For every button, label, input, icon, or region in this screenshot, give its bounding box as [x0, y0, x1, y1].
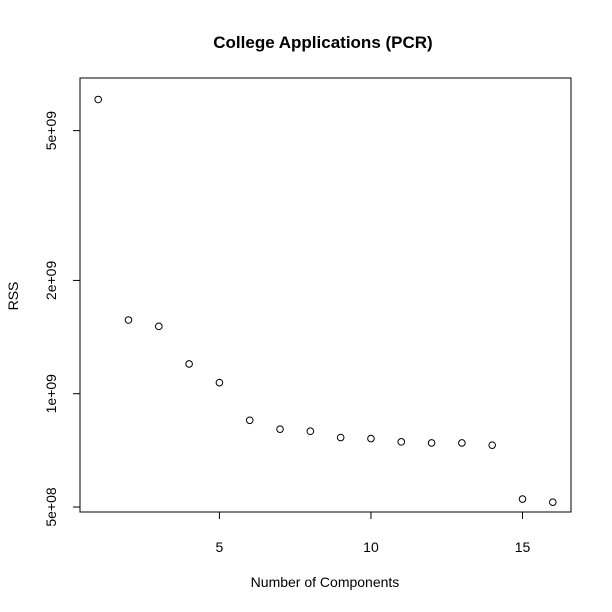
data-point — [94, 95, 102, 104]
data-point — [215, 378, 224, 387]
data-point — [336, 433, 345, 442]
x-tick-label: 15 — [515, 539, 531, 555]
chart-title: College Applications (PCR) — [213, 33, 432, 52]
plot-frame — [79, 77, 572, 513]
x-tick-label: 5 — [216, 539, 224, 555]
y-tick-label: 5e+08 — [43, 487, 59, 527]
y-axis-ticks: 5e+08 1e+09 2e+09 5e+09 — [43, 111, 80, 527]
data-point — [367, 434, 375, 443]
data-point — [518, 495, 527, 503]
data-point — [276, 425, 284, 433]
data-points — [94, 95, 557, 506]
data-point — [458, 439, 466, 447]
data-point — [549, 498, 557, 506]
data-point — [488, 441, 496, 449]
data-point — [245, 416, 254, 425]
y-tick-label: 2e+09 — [43, 261, 59, 301]
y-axis-label: RSS — [5, 282, 21, 311]
data-point — [306, 427, 315, 436]
x-tick-label: 10 — [363, 539, 379, 555]
data-point — [185, 360, 193, 368]
x-axis-ticks: 5 10 15 — [216, 512, 531, 555]
y-tick-label: 1e+09 — [43, 374, 59, 414]
y-tick-label: 5e+09 — [43, 111, 59, 151]
data-point — [397, 438, 406, 446]
data-point — [124, 316, 133, 324]
data-point — [155, 322, 163, 331]
data-point — [427, 439, 436, 447]
x-axis-label: Number of Components — [251, 574, 400, 590]
